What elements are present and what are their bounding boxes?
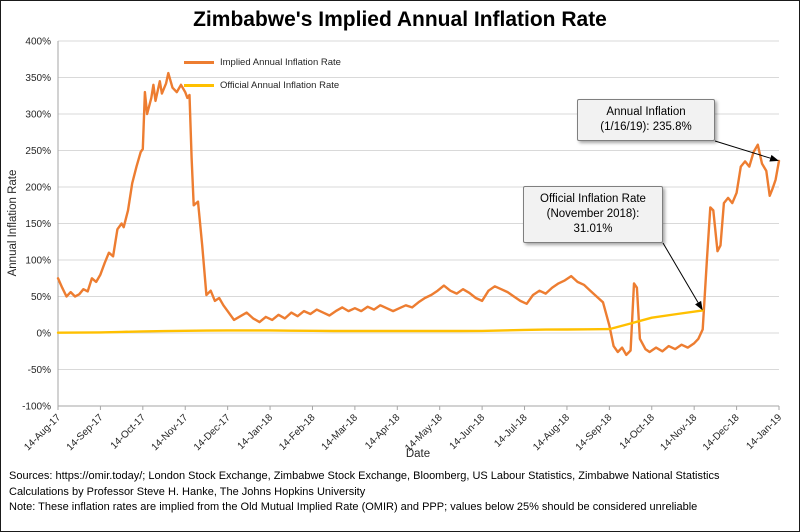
footer-note: Note: These inflation rates are implied … xyxy=(9,501,698,514)
footer-calculations: Calculations by Professor Steve H. Hanke… xyxy=(9,485,366,498)
y-axis-title: Annual Inflation Rate xyxy=(7,170,19,277)
legend: Implied Annual Inflation Rate Official A… xyxy=(184,51,341,97)
x-tick-label: 14-Feb-18 xyxy=(277,412,318,453)
x-tick-label: 14-Jan-18 xyxy=(236,412,276,452)
x-tick-label: 14-Sep-17 xyxy=(65,412,106,453)
legend-swatch-official-icon xyxy=(184,84,214,87)
legend-label-official: Official Annual Inflation Rate xyxy=(220,80,340,91)
x-tick-label: 14-Jan-19 xyxy=(745,412,785,452)
y-tick-label: 100% xyxy=(25,256,51,267)
x-tick-label: 14-Apr-18 xyxy=(363,412,403,452)
series-line-0 xyxy=(56,71,781,357)
x-tick-label: 14-Sep-18 xyxy=(574,412,615,453)
y-tick-label: -50% xyxy=(28,365,51,376)
x-tick-label: 14-Oct-18 xyxy=(618,412,658,452)
annotation-line: (1/16/19): 235.8% xyxy=(600,120,692,133)
footer-sources: Sources: https://omir.today/; London Sto… xyxy=(9,470,720,482)
x-tick-label: 14-Jul-18 xyxy=(492,412,530,450)
x-tick-label: 14-Jun-18 xyxy=(448,412,488,452)
chart-title: Zimbabwe's Implied Annual Inflation Rate xyxy=(193,8,607,31)
legend-label-implied: Implied Annual Inflation Rate xyxy=(220,57,341,68)
series-line-1 xyxy=(56,309,704,334)
x-tick-label: 14-Aug-18 xyxy=(531,412,572,453)
legend-swatch-implied-icon xyxy=(184,61,214,64)
x-tick-label: 14-Nov-17 xyxy=(150,412,191,453)
x-tick-label: 14-Mar-18 xyxy=(320,412,361,453)
legend-item-implied: Implied Annual Inflation Rate xyxy=(184,51,341,74)
x-tick-label: 14-Nov-18 xyxy=(658,412,699,453)
y-tick-label: 0% xyxy=(37,329,52,340)
callout-arrow-line xyxy=(714,140,771,159)
y-tick-label: 350% xyxy=(25,73,51,84)
y-tick-label: 250% xyxy=(25,146,51,157)
x-tick-label: 14-Dec-18 xyxy=(701,412,742,453)
x-axis-title: Date xyxy=(406,448,430,460)
annotation-line: Annual Inflation xyxy=(606,106,686,118)
callout-arrowhead-icon xyxy=(769,154,779,162)
x-tick-label: 14-Aug-17 xyxy=(22,412,63,453)
callout-arrowhead-icon xyxy=(695,300,703,311)
y-tick-label: -100% xyxy=(22,402,51,413)
y-tick-label: 400% xyxy=(25,37,51,48)
footer: Sources: https://omir.today/; London Sto… xyxy=(9,469,719,516)
annotation-line: 31.01% xyxy=(573,222,613,235)
annotation-annual-inflation: Annual Inflation (1/16/19): 235.8% xyxy=(577,99,715,141)
y-tick-label: 50% xyxy=(31,292,51,303)
y-tick-label: 200% xyxy=(25,183,51,194)
x-tick-label: 14-Dec-17 xyxy=(192,412,233,453)
annotation-line: (November 2018): xyxy=(546,207,640,220)
y-tick-label: 150% xyxy=(25,219,51,230)
y-tick-label: 300% xyxy=(25,110,51,121)
annotation-line: Official Inflation Rate xyxy=(540,193,646,205)
legend-item-official: Official Annual Inflation Rate xyxy=(184,74,341,97)
callout-arrow-line xyxy=(662,242,699,303)
annotation-official-inflation: Official Inflation Rate (November 2018):… xyxy=(523,186,663,243)
x-tick-label: 14-Oct-17 xyxy=(109,412,149,452)
